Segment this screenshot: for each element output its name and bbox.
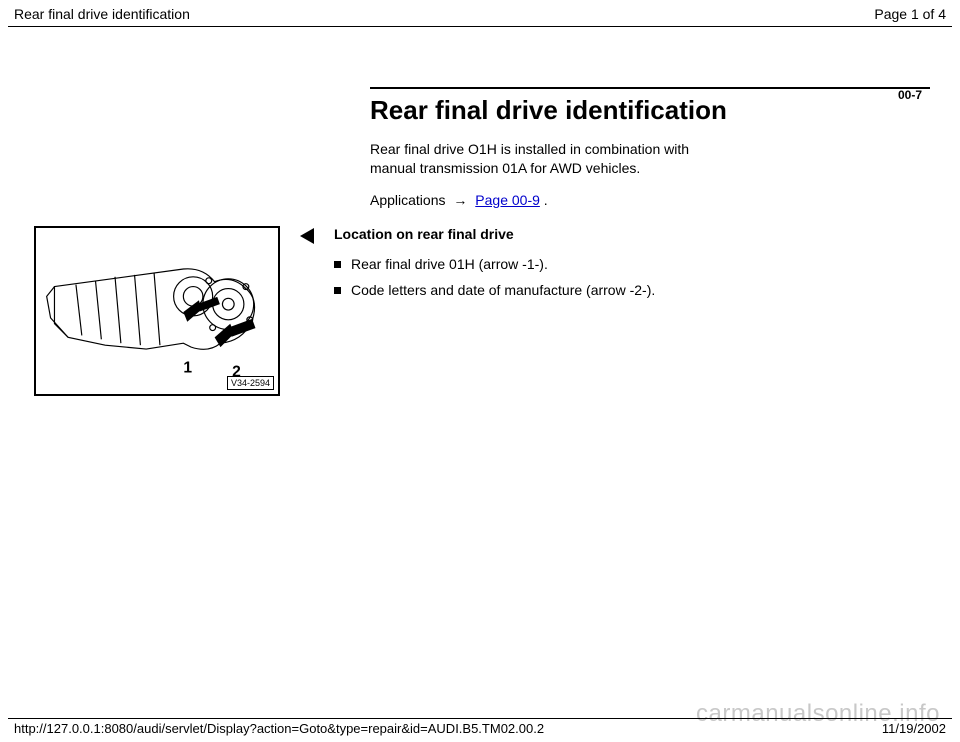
bullet-text: Rear final drive 01H (arrow -1-).	[351, 256, 548, 272]
applications-arrow-icon: →	[453, 192, 467, 208]
bullet-icon	[334, 287, 341, 294]
bullet-text: Code letters and date of manufacture (ar…	[351, 282, 655, 298]
applications-line: Applications → Page 00-9 .	[370, 192, 930, 208]
bullet-icon	[334, 261, 341, 268]
list-item: Rear final drive 01H (arrow -1-).	[334, 256, 930, 272]
location-title: Location on rear final drive	[334, 226, 514, 242]
figure-box: 1 2 V34-2594	[34, 226, 280, 396]
intro-text: Rear final drive O1H is installed in com…	[370, 140, 710, 178]
footer-url: http://127.0.0.1:8080/audi/servlet/Displ…	[14, 721, 544, 736]
heading-rule	[370, 87, 930, 89]
header-title: Rear final drive identification	[14, 6, 190, 22]
header-page: Page 1 of 4	[874, 6, 946, 22]
page-heading: Rear final drive identification	[370, 95, 930, 126]
header-rule	[8, 26, 952, 27]
figure-svg: 1 2	[36, 228, 278, 394]
figure-id: V34-2594	[227, 376, 274, 390]
applications-suffix: .	[540, 192, 548, 208]
applications-label: Applications	[370, 192, 446, 208]
figure-label-1: 1	[183, 359, 192, 376]
applications-link[interactable]: Page 00-9	[475, 192, 540, 208]
footer-date: 11/19/2002	[882, 721, 946, 736]
list-item: Code letters and date of manufacture (ar…	[334, 282, 930, 298]
footer-rule	[8, 718, 952, 719]
triangle-left-icon	[300, 228, 314, 244]
